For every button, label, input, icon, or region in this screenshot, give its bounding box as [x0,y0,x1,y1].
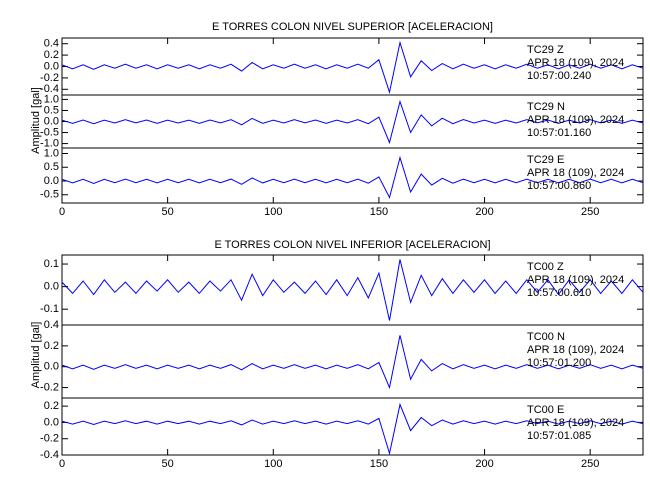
time-label: 10:57:01.085 [527,430,591,442]
x-tick-label: 50 [162,458,174,470]
y-tick-label: 0.5 [44,104,59,116]
x-tick-label: 0 [59,458,65,470]
x-tick-label: 150 [370,206,388,218]
y-tick-label: 0.4 [44,38,59,50]
waveform [61,259,644,321]
y-axis-label: Amplitud [gal] [30,87,42,154]
waveform [61,155,644,199]
y-tick-label: 0.1 [44,258,59,270]
y-tick-label: 0.0 [44,60,59,72]
waveform [61,99,644,145]
station-label: TC00 E [527,404,564,416]
x-tick-label: 150 [370,458,388,470]
y-tick-label: -0.5 [40,189,59,201]
y-tick-label: 0.2 [44,400,59,412]
y-tick-label: 0.5 [44,161,59,173]
x-tick-label: 100 [264,206,282,218]
waveform [61,40,644,95]
y-tick-label: 0.0 [44,416,59,428]
panel-frame [61,397,644,456]
y-tick-label: -1.0 [40,137,59,149]
station-label: TC00 N [527,331,565,343]
y-tick-label: -0.4 [40,449,59,461]
chart-title: E TORRES COLON NIVEL SUPERIOR [ACELERACI… [212,21,493,33]
time-label: 10:57:00.610 [527,287,591,299]
station-label: TC29 E [527,154,564,166]
date-label: APR 18 (109), 2024 [527,417,624,429]
y-tick-label: 1.0 [44,147,59,159]
x-tick-label: 200 [475,206,493,218]
date-label: APR 18 (109), 2024 [527,274,624,286]
time-label: 10:57:00.860 [527,180,591,192]
x-tick-label: 250 [581,458,599,470]
station-label: TC29 Z [527,44,564,56]
station-label: TC29 N [527,101,565,113]
panel-frame [61,147,644,204]
y-tick-label: 0.0 [44,361,59,373]
station-label: TC00 Z [527,261,564,273]
waveform [61,335,644,390]
y-tick-label: 0.2 [44,49,59,61]
date-label: APR 18 (109), 2024 [527,344,624,356]
y-axis-label: Amplitud [gal] [30,322,42,389]
y-tick-label: -0.4 [40,83,59,95]
time-label: 10:57:01.160 [527,127,591,139]
y-tick-label: -0.2 [40,433,59,445]
y-tick-label: 0.0 [44,281,59,293]
y-tick-label: 0.0 [44,115,59,127]
x-tick-label: 0 [59,206,65,218]
y-tick-label: 0.4 [44,319,59,331]
x-tick-label: 100 [264,458,282,470]
y-tick-label: -0.2 [40,72,59,84]
y-tick-label: -0.1 [40,303,59,315]
y-tick-label: -0.2 [40,381,59,393]
y-tick-label: -0.5 [40,126,59,138]
time-label: 10:57:00.240 [527,70,591,82]
y-tick-label: 0.2 [44,340,59,352]
y-tick-label: 0.0 [44,175,59,187]
y-tick-label: 1.0 [44,93,59,105]
x-tick-label: 200 [475,458,493,470]
date-label: APR 18 (109), 2024 [527,167,624,179]
date-label: APR 18 (109), 2024 [527,57,624,69]
x-tick-label: 250 [581,206,599,218]
date-label: APR 18 (109), 2024 [527,114,624,126]
x-tick-label: 50 [162,206,174,218]
time-label: 10:57:01.200 [527,357,591,369]
waveform [61,402,644,456]
chart-title: E TORRES COLON NIVEL INFERIOR [ACELERACI… [214,239,490,251]
